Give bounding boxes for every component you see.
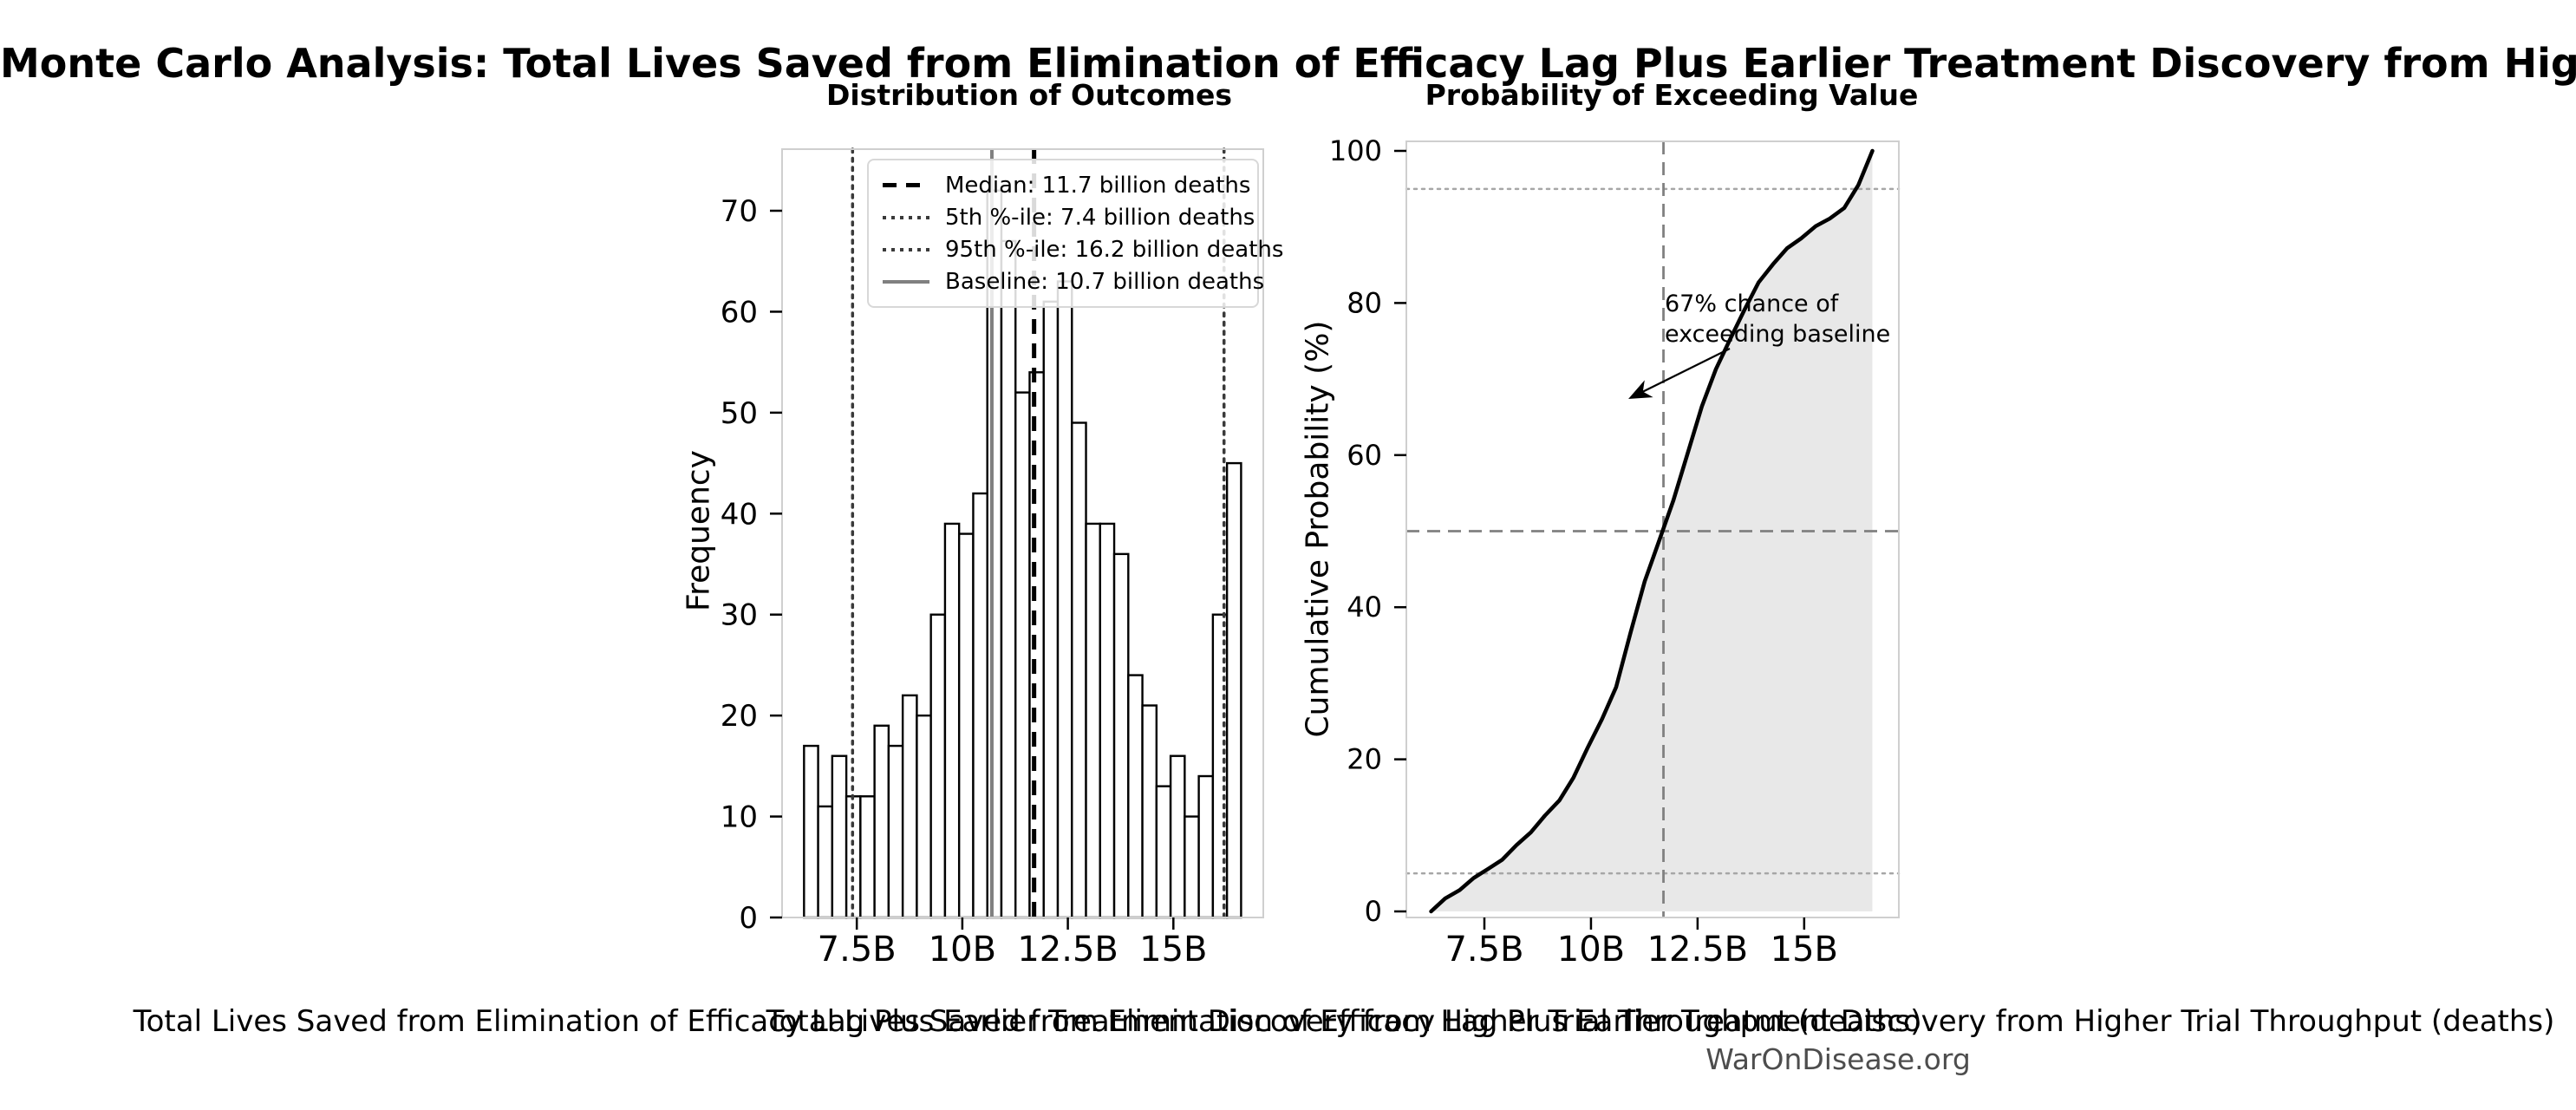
histogram-bar [1099,522,1116,919]
dotted-line-icon [883,215,929,219]
x-tick-label: 7.5B [1445,930,1523,970]
y-tick-label: 60 [1347,439,1382,472]
y-tick-label: 40 [1347,591,1382,624]
histogram-bar [859,795,876,919]
legend-label: Baseline: 10.7 billion deaths [945,268,1265,295]
histogram-bar [1184,815,1200,919]
histogram-bar [873,724,890,919]
cdf-spines [1405,140,1900,918]
histogram-bar [887,744,904,919]
histogram-bar [803,744,819,919]
legend-label: Median: 11.7 billion deaths [945,172,1251,199]
y-tick-label: 20 [721,699,758,734]
histogram-bar [1225,461,1242,919]
x-tick-label: 10B [1557,930,1625,970]
y-tick-label: 30 [721,598,758,633]
histogram-title: Distribution of Outcomes [825,78,1233,112]
histogram-bar [929,613,947,919]
y-tick-label: 80 [1347,286,1382,319]
legend-item-p95: 95th %-ile: 16.2 billion deaths [883,233,1283,265]
histogram-bar [1155,785,1172,919]
y-tick-label: 40 [721,497,758,532]
y-tick-label: 100 [1329,134,1382,167]
histogram-bar [1127,674,1144,919]
legend-label: 5th %-ile: 7.4 billion deaths [945,204,1255,231]
y-tick-label: 0 [739,901,758,936]
histogram-bar [1028,371,1045,919]
watermark: WarOnDisease.org [1705,1042,1971,1076]
dashed-line-icon [883,183,929,187]
legend: Median: 11.7 billion deaths 5th %-ile: 7… [867,159,1283,308]
legend-item-p5: 5th %-ile: 7.4 billion deaths [883,201,1255,233]
page-title: Monte Carlo Analysis: Total Lives Saved … [0,40,2576,87]
annotation-line-2: exceeding baseline [1665,321,1891,348]
annotation-line-1: 67% chance of [1665,291,1839,317]
histogram-bar [1042,300,1060,919]
cdf-annotation: 67% chance of exceeding baseline [1665,289,1890,349]
y-tick-label: 50 [721,396,758,431]
histogram-bar [1071,421,1087,919]
y-tick-label: 0 [1365,895,1382,928]
histogram-bar [972,492,988,919]
cdf-curve [1429,148,1875,914]
histogram-bar [831,754,848,919]
y-tick-label: 60 [721,295,758,330]
x-tick-label: 10B [929,930,996,970]
x-tick-label: 7.5B [818,930,897,970]
annotation-arrow [1628,348,1731,399]
histogram-bar [1085,522,1101,919]
histogram-xlabel: Total Lives Saved from Elimination of Ef… [133,1004,1922,1039]
histogram-bar [1056,280,1073,919]
x-tick-label: 15B [1771,930,1838,970]
histogram-bar [1141,704,1158,919]
y-tick-label: 20 [1347,743,1382,776]
histogram-bar [957,532,975,919]
cdf-title: Probability of Exceeding Value [1425,78,1919,112]
histogram-bar [943,522,961,919]
legend-item-median: Median: 11.7 billion deaths [883,169,1250,201]
legend-item-baseline: Baseline: 10.7 billion deaths [883,265,1264,297]
histogram-spines [781,148,1264,918]
y-tick-label: 10 [721,800,758,835]
histogram-bar [916,714,932,919]
histogram-bar [1197,774,1215,919]
solid-line-icon [883,279,929,284]
histogram-bar [1000,239,1017,919]
dotted-line-icon [883,247,929,251]
legend-label: 95th %-ile: 16.2 billion deaths [945,236,1284,263]
histogram-bar [817,805,834,919]
cdf-fill-area [1431,151,1873,911]
cdf-xlabel: Total Lives Saved from Elimination of Ef… [766,1004,2555,1039]
histogram-bar [1014,391,1031,919]
histogram-bar [1112,552,1130,919]
x-tick-label: 15B [1139,930,1207,970]
y-tick-label: 70 [721,194,758,229]
histogram-bar [1169,754,1186,919]
histogram-bar [901,694,918,919]
x-tick-label: 12.5B [1017,930,1118,970]
x-tick-label: 12.5B [1647,930,1749,970]
